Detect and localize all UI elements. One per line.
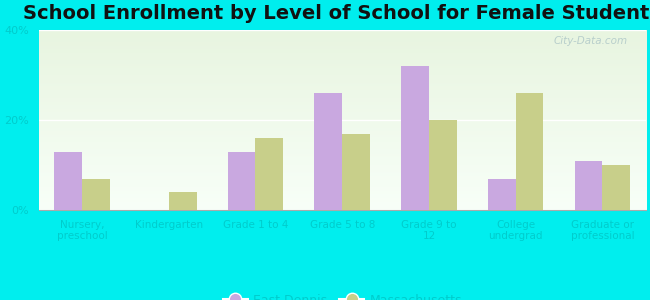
Text: City-Data.com: City-Data.com bbox=[554, 36, 628, 46]
Bar bbox=[515, 93, 543, 210]
Bar bbox=[255, 138, 283, 210]
Bar bbox=[401, 66, 429, 210]
Bar bbox=[429, 120, 457, 210]
Bar bbox=[603, 165, 630, 210]
Bar bbox=[82, 178, 110, 210]
Bar bbox=[343, 134, 370, 210]
Bar bbox=[315, 93, 343, 210]
Legend: East Dennis, Massachusetts: East Dennis, Massachusetts bbox=[218, 289, 467, 300]
Bar bbox=[227, 152, 255, 210]
Title: School Enrollment by Level of School for Female Students: School Enrollment by Level of School for… bbox=[23, 4, 650, 23]
Bar bbox=[54, 152, 82, 210]
Bar bbox=[169, 192, 196, 210]
Bar bbox=[488, 178, 515, 210]
Bar bbox=[575, 160, 603, 210]
